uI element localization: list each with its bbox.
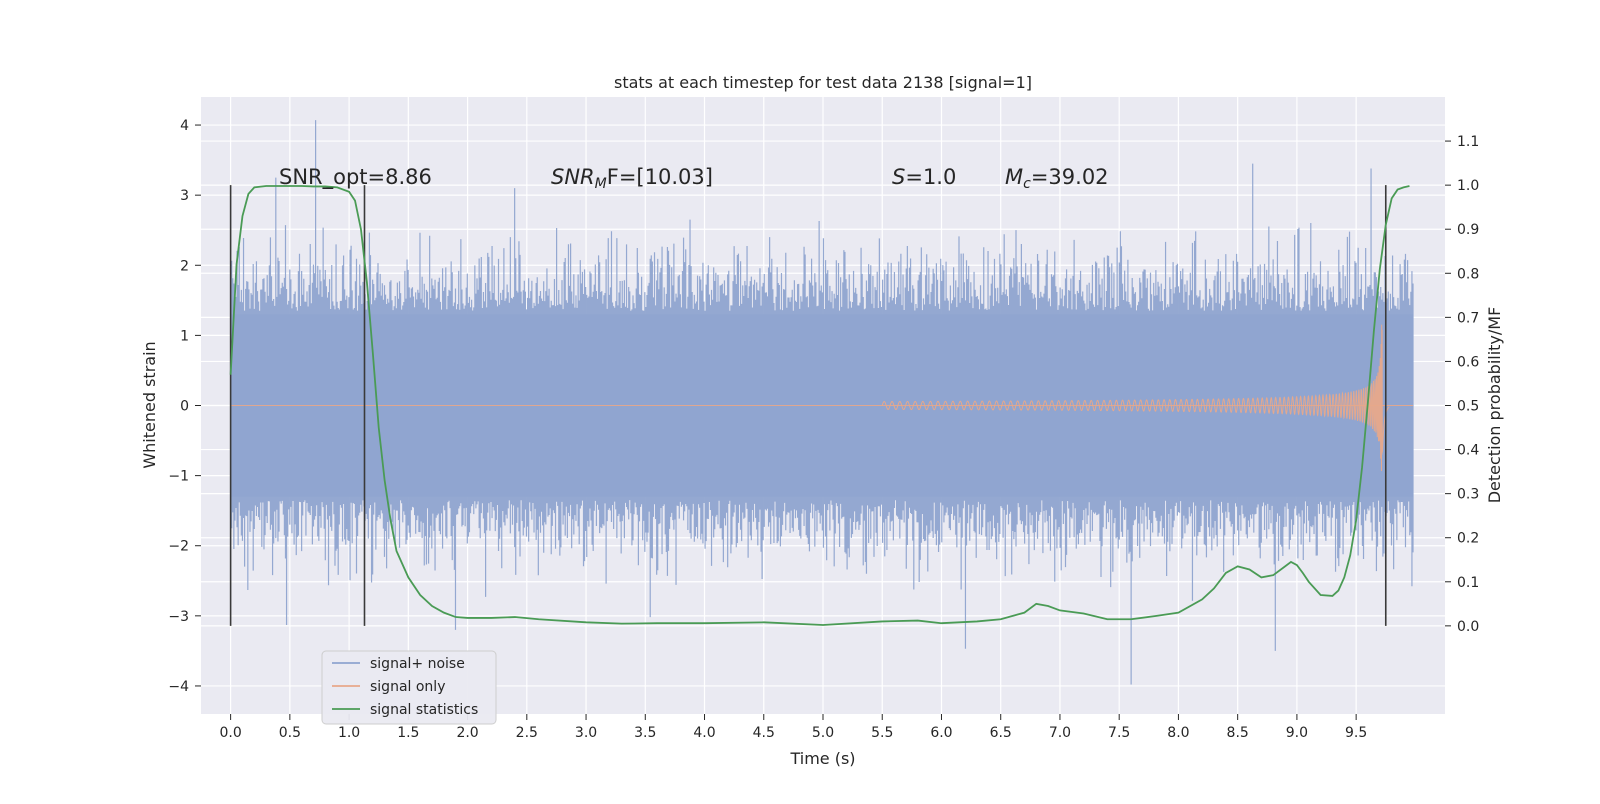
annotation-snr-opt: SNR_opt=8.86 <box>279 165 432 190</box>
legend-label-signal-noise: signal+ noise <box>370 656 465 672</box>
x-tick-label: 8.0 <box>1167 725 1189 741</box>
signal-statistics-line <box>229 185 1410 626</box>
y-left-tick-label: −2 <box>168 539 189 555</box>
legend-label-signal-only: signal only <box>370 679 445 695</box>
y-left-tick-label: 0 <box>180 399 189 415</box>
y-right-tick-label: 1.1 <box>1457 134 1479 150</box>
legend: signal+ noise signal only signal statist… <box>321 650 497 725</box>
chirp-layer <box>230 324 1414 472</box>
chart-title: stats at each timestep for test data 213… <box>614 73 1032 92</box>
y-right-tick-label: 0.2 <box>1457 531 1479 547</box>
x-tick-label: 6.0 <box>930 725 952 741</box>
y-left-tick-label: 1 <box>180 328 189 344</box>
y-left-tick-label: 2 <box>180 258 189 274</box>
x-tick-label: 7.0 <box>1049 725 1071 741</box>
y-right-tick-label: 0.6 <box>1457 354 1479 370</box>
x-tick-label: 4.0 <box>693 725 715 741</box>
x-tick-label: 3.0 <box>575 725 597 741</box>
x-tick-label: 2.5 <box>516 725 538 741</box>
legend-box <box>321 650 497 725</box>
x-tick-label: 0.0 <box>219 725 241 741</box>
x-tick-label: 1.0 <box>338 725 360 741</box>
y-right-tick-label: 0.3 <box>1457 487 1479 503</box>
legend-label-signal-statistics: signal statistics <box>370 702 478 718</box>
x-tick-label: 8.5 <box>1227 725 1249 741</box>
y-right-tick-label: 1.0 <box>1457 178 1479 194</box>
x-tick-label: 0.5 <box>279 725 301 741</box>
y-axis-label-right: Detection probability/MF <box>1485 307 1504 504</box>
y-left-tick-label: 3 <box>180 188 189 204</box>
x-tick-label: 3.5 <box>634 725 656 741</box>
y-right-tick-label: 0.8 <box>1457 266 1479 282</box>
signal-only-trace <box>881 324 1390 472</box>
x-ticks: 0.0 0.5 1.0 1.5 2.0 2.5 3.0 3.5 4.0 4.5 5.0 5.5 6.0 6… <box>219 714 1367 741</box>
y-right-tick-label: 0.7 <box>1457 310 1479 326</box>
y-left-tick-label: −1 <box>168 469 189 485</box>
y-left-tick-label: 4 <box>180 118 189 134</box>
x-tick-label: 5.5 <box>871 725 893 741</box>
x-tick-label: 4.5 <box>753 725 775 741</box>
x-tick-label: 6.5 <box>990 725 1012 741</box>
x-tick-label: 1.5 <box>397 725 419 741</box>
y-right-tick-label: 0.5 <box>1457 399 1479 415</box>
y-right-tick-label: 0.9 <box>1457 222 1479 238</box>
y-right-tick-label: 0.1 <box>1457 575 1479 591</box>
x-tick-label: 9.5 <box>1345 725 1367 741</box>
x-tick-label: 9.0 <box>1286 725 1308 741</box>
x-tick-label: 7.5 <box>1108 725 1130 741</box>
x-axis-label: Time (s) <box>789 749 855 768</box>
y-left-tick-label: −3 <box>168 609 189 625</box>
y-left-tick-label: −4 <box>168 679 189 695</box>
y-left-ticks: 4 3 2 1 0 −1 −2 −3 −4 <box>168 118 201 695</box>
annotation-mc: Mc=39.02 <box>1005 165 1109 192</box>
annotation-snr-mf: SNRMF=[10.03] <box>551 165 713 192</box>
x-tick-label: 2.0 <box>456 725 478 741</box>
y-right-tick-label: 0.0 <box>1457 619 1479 635</box>
y-axis-label-left: Whitened strain <box>140 341 159 468</box>
x-tick-label: 5.0 <box>812 725 834 741</box>
y-right-ticks: 1.1 1.0 0.9 0.8 0.7 0.6 0.5 0.4 0.3 0.2 0.1 0.0 <box>1445 134 1479 635</box>
annotation-s: S=1.0 <box>892 165 956 189</box>
y-right-tick-label: 0.4 <box>1457 443 1479 459</box>
